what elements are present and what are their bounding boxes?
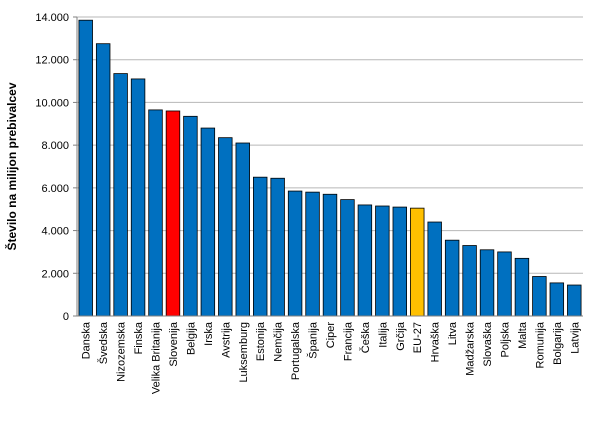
bar — [113, 73, 128, 317]
y-tick-label: 14.000 — [35, 12, 69, 24]
x-tick-label: Irska — [203, 321, 215, 346]
x-tick-labels: Danska Švedska Nizozemska Finska Velika Brit… — [81, 321, 582, 394]
x-tick-label: Češka — [359, 321, 372, 353]
bar — [130, 78, 146, 317]
x-tick-label: Madžarska — [465, 321, 477, 376]
x-tick-label: Hrvaška — [430, 321, 442, 362]
bar — [444, 239, 460, 317]
x-tick-label: Avstrija — [220, 321, 232, 358]
x-tick-label: Poljska — [499, 321, 511, 357]
x-tick-label: Bolgarija — [552, 321, 564, 365]
y-tick-label: 12.000 — [35, 55, 69, 67]
x-tick-label: Nizozemska — [116, 321, 128, 382]
bar — [183, 115, 198, 317]
bar — [462, 245, 477, 317]
bar — [479, 249, 495, 317]
bar — [253, 176, 268, 317]
x-tick-label: Estonija — [255, 321, 267, 361]
y-tick-label: 4.000 — [41, 226, 69, 238]
bar — [235, 142, 250, 317]
y-tick-labels: 0 2.000 4.000 6.000 8.000 10.000 12.000 14.000 — [35, 12, 69, 323]
x-tick-label: Francija — [342, 321, 354, 361]
bar — [340, 199, 355, 317]
x-tick-label: Grčija — [395, 321, 407, 351]
bar — [375, 205, 390, 317]
x-tick-label: Slovaška — [482, 321, 494, 367]
bar — [532, 276, 547, 317]
x-tick-label: Portugalska — [290, 321, 302, 380]
y-tick-label: 8.000 — [41, 140, 69, 152]
x-tick-label: Finska — [133, 321, 145, 354]
bar — [95, 43, 111, 317]
bar — [567, 284, 582, 317]
bar — [410, 207, 425, 317]
x-tick-label: Luksemburg — [238, 322, 250, 383]
bar — [200, 127, 216, 317]
bar — [357, 204, 373, 317]
bar — [497, 251, 512, 317]
bar — [218, 137, 233, 317]
bar — [270, 177, 285, 317]
x-tick-label: Litva — [447, 321, 459, 345]
y-tick-label: 2.000 — [41, 268, 69, 280]
x-tick-label: Švedska — [97, 321, 110, 364]
bar — [549, 282, 565, 317]
y-axis-label: Število na milijon prebivalcev — [4, 82, 19, 250]
x-tick-label: Italija — [377, 321, 389, 348]
y-tick-label: 10.000 — [35, 97, 69, 109]
axes — [73, 16, 583, 317]
x-tick-label: Belgija — [185, 321, 197, 355]
bar — [514, 257, 530, 317]
bar — [78, 19, 93, 317]
x-tick-label: Nemčija — [273, 321, 285, 362]
bar — [392, 206, 407, 317]
bar — [287, 190, 303, 317]
bar — [165, 110, 181, 317]
y-tick-label: 0 — [63, 311, 69, 323]
x-tick-label: Malta — [517, 321, 529, 349]
bar — [148, 109, 163, 317]
bar — [427, 221, 442, 317]
x-tick-label: Slovenija — [168, 321, 180, 367]
x-tick-label: Latvija — [569, 321, 581, 354]
x-tick-label: Velika Britanija — [151, 321, 163, 394]
x-tick-label: Danska — [81, 321, 93, 359]
y-tick-label: 6.000 — [41, 183, 69, 195]
bar — [322, 193, 338, 317]
x-tick-label: Ciper — [325, 322, 337, 349]
x-tick-label: Španija — [307, 321, 320, 359]
bars — [78, 19, 582, 317]
x-tick-label: EU-27 — [412, 322, 424, 353]
x-tick-label: Romunija — [534, 321, 546, 368]
bar — [305, 191, 320, 317]
